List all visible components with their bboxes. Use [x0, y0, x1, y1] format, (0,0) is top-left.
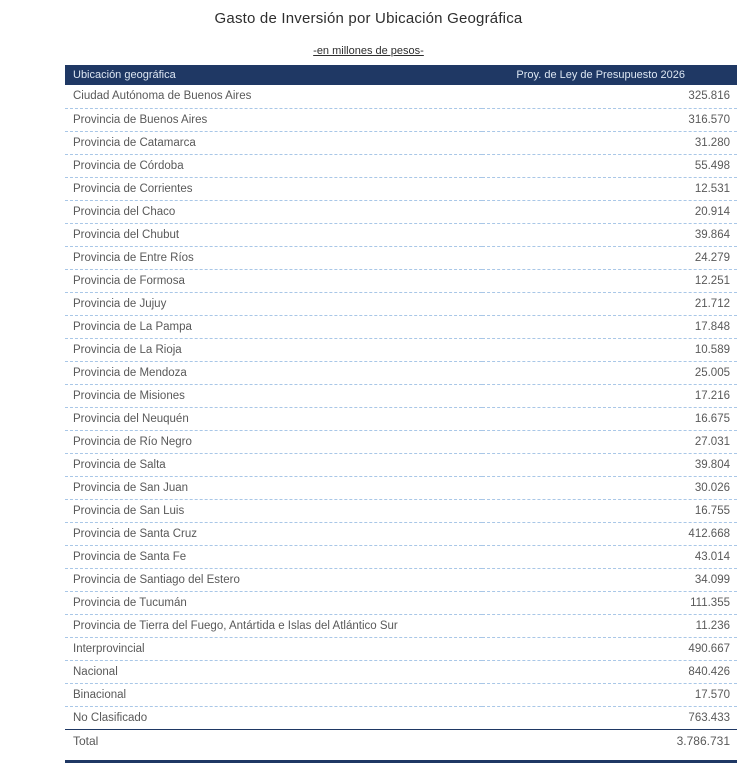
page-title: Gasto de Inversión por Ubicación Geográf… [214, 10, 523, 27]
row-budget-value: 10.589 [481, 338, 737, 362]
row-budget-value: 16.675 [481, 407, 737, 431]
row-location-label: Provincia del Chaco [65, 200, 482, 224]
row-budget-value: 12.531 [481, 177, 737, 201]
table-header-row: Ubicación geográfica Proy. de Ley de Pre… [65, 65, 737, 85]
row-location-label: Nacional [65, 660, 482, 684]
row-location-label: Provincia de Corrientes [65, 177, 482, 201]
row-budget-value: 17.216 [481, 384, 737, 408]
row-budget-value: 316.570 [481, 108, 737, 132]
row-budget-value: 24.279 [481, 246, 737, 270]
table-row: Provincia de Buenos Aires 316.570 [65, 108, 737, 132]
table-row: Provincia de Entre Ríos 24.279 [65, 246, 737, 270]
row-budget-value: 55.498 [481, 154, 737, 178]
row-budget-value: 34.099 [481, 568, 737, 592]
row-location-label: Provincia de La Rioja [65, 338, 482, 362]
row-budget-value: 840.426 [481, 660, 737, 684]
row-location-label: Provincia de Tierra del Fuego, Antártida… [65, 614, 482, 638]
row-budget-value: 490.667 [481, 637, 737, 661]
row-location-label: Provincia de Entre Ríos [65, 246, 482, 270]
row-budget-value: 763.433 [481, 706, 737, 730]
row-location-label: Provincia de San Luis [65, 499, 482, 523]
row-budget-value: 21.712 [481, 292, 737, 316]
table-row: No Clasificado 763.433 [65, 706, 737, 730]
row-budget-value: 412.668 [481, 522, 737, 546]
table-row: Provincia de Tucumán 111.355 [65, 591, 737, 615]
row-location-label: Provincia del Neuquén [65, 407, 482, 431]
row-location-label: Provincia de Formosa [65, 269, 482, 293]
row-location-label: Provincia de Santiago del Estero [65, 568, 482, 592]
row-location-label: Provincia de Jujuy [65, 292, 482, 316]
table-row: Provincia de San Luis 16.755 [65, 499, 737, 523]
total-row: Total 3.786.731 [65, 728, 737, 753]
table-row: Provincia de La Pampa 17.848 [65, 315, 737, 339]
table-row: Provincia de Tierra del Fuego, Antártida… [65, 614, 737, 638]
row-budget-value: 27.031 [481, 430, 737, 454]
table-row: Provincia de Santiago del Estero 34.099 [65, 568, 737, 592]
table-row: Nacional 840.426 [65, 660, 737, 684]
row-location-label: Provincia de Salta [65, 453, 482, 477]
row-location-label: Provincia de Mendoza [65, 361, 482, 385]
row-location-label: Provincia de Santa Cruz [65, 522, 482, 546]
table-row: Provincia de Santa Fe 43.014 [65, 545, 737, 569]
table-row: Provincia de Formosa 12.251 [65, 269, 737, 293]
table-row: Binacional 17.570 [65, 683, 737, 707]
table-row: Provincia de Salta 39.804 [65, 453, 737, 477]
geo-investment-table-wrap: Ubicación geográfica Proy. de Ley de Pre… [65, 65, 737, 753]
table-row: Provincia de Mendoza 25.005 [65, 361, 737, 385]
row-location-label: Provincia del Chubut [65, 223, 482, 247]
row-location-label: Provincia de Santa Fe [65, 545, 482, 569]
table-row: Provincia de Misiones 17.216 [65, 384, 737, 408]
column-header-budget-2026: Proy. de Ley de Presupuesto 2026 [516, 69, 685, 81]
column-header-location: Ubicación geográfica [73, 69, 176, 81]
row-location-label: Provincia de Catamarca [65, 131, 482, 155]
row-budget-value: 39.864 [481, 223, 737, 247]
page-subtitle: -en millones de pesos- [313, 45, 424, 57]
table-body: Ciudad Autónoma de Buenos Aires 325.816 Pr… [65, 85, 737, 730]
row-location-label: Provincia de La Pampa [65, 315, 482, 339]
row-budget-value: 111.355 [481, 591, 737, 615]
table-row: Provincia del Chubut 39.864 [65, 223, 737, 247]
row-budget-value: 11.236 [481, 614, 737, 638]
row-budget-value: 31.280 [481, 131, 737, 155]
table-row: Provincia de Corrientes 12.531 [65, 177, 737, 201]
row-location-label: Interprovincial [65, 637, 482, 661]
table-row: Provincia de La Rioja 10.589 [65, 338, 737, 362]
row-budget-value: 16.755 [481, 499, 737, 523]
row-budget-value: 20.914 [481, 200, 737, 224]
row-budget-value: 17.570 [481, 683, 737, 707]
row-location-label: Provincia de Misiones [65, 384, 482, 408]
footer-bar [65, 760, 737, 763]
row-budget-value: 30.026 [481, 476, 737, 500]
row-location-label: Provincia de San Juan [65, 476, 482, 500]
row-location-label: Ciudad Autónoma de Buenos Aires [65, 85, 482, 109]
table-row: Ciudad Autónoma de Buenos Aires 325.816 [65, 85, 737, 109]
table-row: Interprovincial 490.667 [65, 637, 737, 661]
total-value: 3.786.731 [481, 728, 737, 753]
table-row: Provincia de Río Negro 27.031 [65, 430, 737, 454]
table-row: Provincia de Córdoba 55.498 [65, 154, 737, 178]
row-budget-value: 17.848 [481, 315, 737, 339]
geo-investment-table: Ubicación geográfica Proy. de Ley de Pre… [65, 65, 737, 753]
row-location-label: No Clasificado [65, 706, 482, 730]
total-label: Total [65, 728, 482, 753]
table-row: Provincia de Catamarca 31.280 [65, 131, 737, 155]
table-row: Provincia de Santa Cruz 412.668 [65, 522, 737, 546]
row-location-label: Provincia de Córdoba [65, 154, 482, 178]
table-row: Provincia de San Juan 30.026 [65, 476, 737, 500]
row-budget-value: 25.005 [481, 361, 737, 385]
row-location-label: Binacional [65, 683, 482, 707]
row-budget-value: 39.804 [481, 453, 737, 477]
table-row: Provincia del Neuquén 16.675 [65, 407, 737, 431]
table-row: Provincia de Jujuy 21.712 [65, 292, 737, 316]
row-budget-value: 43.014 [481, 545, 737, 569]
row-location-label: Provincia de Tucumán [65, 591, 482, 615]
table-row: Provincia del Chaco 20.914 [65, 200, 737, 224]
row-budget-value: 12.251 [481, 269, 737, 293]
row-budget-value: 325.816 [481, 85, 737, 109]
row-location-label: Provincia de Río Negro [65, 430, 482, 454]
row-location-label: Provincia de Buenos Aires [65, 108, 482, 132]
